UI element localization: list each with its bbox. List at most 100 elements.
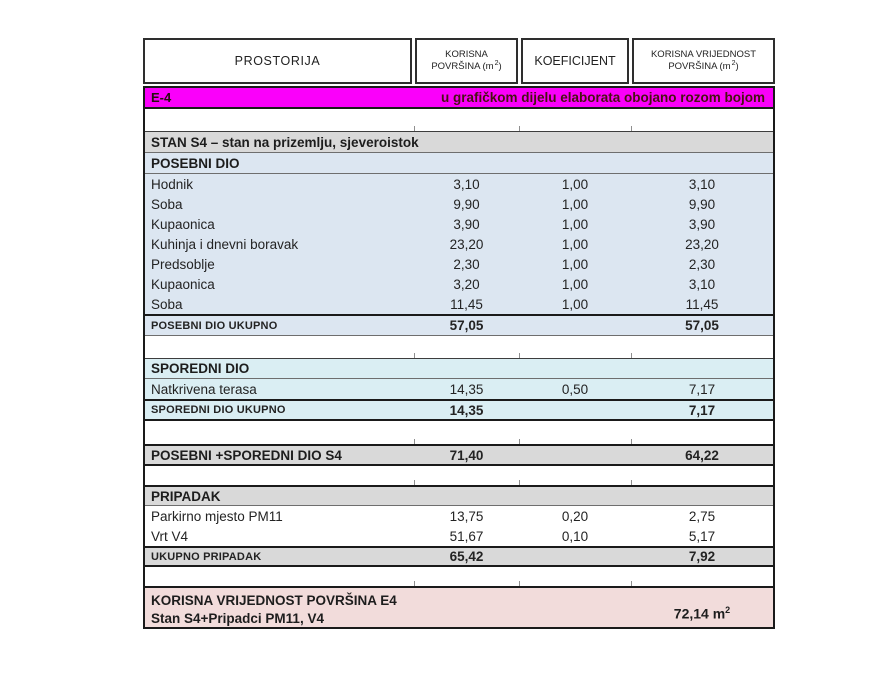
grid-tick <box>519 439 520 444</box>
coefficient-cell: 1,00 <box>561 216 589 232</box>
header-label: KOEFICIJENT <box>534 53 616 68</box>
value-cell: 3,10 <box>688 176 716 192</box>
header-label-line1: KORISNA VRIJEDNOST <box>650 49 757 61</box>
value-cell: 9,90 <box>688 196 716 212</box>
grid-tick <box>414 480 415 485</box>
total-value-cell: 7,17 <box>688 402 716 418</box>
coefficient-cell: 1,00 <box>561 256 589 272</box>
area-cell: 13,75 <box>449 508 484 524</box>
grid-tick <box>414 439 415 444</box>
section-title: PRIPADAK <box>151 488 221 504</box>
grid-tick <box>631 439 632 444</box>
pripadak-total-row: UKUPNO PRIPADAK 65,42 7,92 <box>145 546 773 567</box>
room-name-cell: Parkirno mjesto PM11 <box>151 508 283 524</box>
coefficient-cell: 0,10 <box>561 528 589 544</box>
grid-tick <box>631 581 632 586</box>
coefficient-cell: 1,00 <box>561 236 589 252</box>
sporedni-total-row: SPOREDNI DIO UKUPNO 14,35 7,17 <box>145 399 773 421</box>
table-row: Predsoblje 2,30 1,00 2,30 <box>145 254 773 274</box>
spacer-row <box>145 109 773 131</box>
grid-tick <box>519 480 520 485</box>
unit-code: E-4 <box>151 90 172 105</box>
area-cell: 3,20 <box>453 276 480 292</box>
total-value-cell: 64,22 <box>685 447 719 463</box>
room-name-cell: Vrt V4 <box>151 528 189 544</box>
posebni-total-row: POSEBNI DIO UKUPNO 57,05 57,05 <box>145 314 773 336</box>
room-name-cell: Hodnik <box>151 176 194 192</box>
value-cell: 2,75 <box>688 508 716 524</box>
room-name-cell: Kuhinja i dnevni boravak <box>151 236 299 252</box>
total-label: POSEBNI +SPOREDNI DIO S4 <box>151 447 342 463</box>
section-title: SPOREDNI DIO <box>151 361 250 376</box>
total-value-cell: 7,92 <box>688 549 716 564</box>
room-name-cell: Predsoblje <box>151 256 215 272</box>
final-subtitle: Stan S4+Pripadci PM11, V4 <box>151 611 324 626</box>
area-cell: 3,10 <box>453 176 480 192</box>
total-area-cell: 65,42 <box>449 549 484 564</box>
coefficient-cell: 0,50 <box>561 381 589 397</box>
room-name-cell: Soba <box>151 296 183 312</box>
room-name-cell: Kupaonica <box>151 216 215 232</box>
room-name-cell: Soba <box>151 196 183 212</box>
header-cell-prostorija: PROSTORIJA <box>143 38 412 84</box>
apartment-title-row: STAN S4 – stan na prizemlju, sjeveroisto… <box>145 131 773 153</box>
room-name-cell: Natkrivena terasa <box>151 381 257 397</box>
table-row: Vrt V4 51,67 0,10 5,17 <box>145 526 773 546</box>
header-label-line1: KORISNA <box>445 49 488 61</box>
grid-tick <box>631 480 632 485</box>
total-area-cell: 14,35 <box>449 402 484 418</box>
area-cell: 23,20 <box>449 236 484 252</box>
area-cell: 11,45 <box>450 296 483 312</box>
grid-tick <box>631 126 632 131</box>
grid-tick <box>519 581 520 586</box>
final-value-section: KORISNA VRIJEDNOST POVRŠINA E4 Stan S4+P… <box>145 586 773 629</box>
table-row: Kuhinja i dnevni boravak 23,20 1,00 23,2… <box>145 234 773 254</box>
grid-tick <box>519 126 520 131</box>
unit-color-note: u grafičkom dijelu elaborata obojano roz… <box>440 90 765 105</box>
table-row: Kupaonica 3,20 1,00 3,10 <box>145 274 773 294</box>
posebni-dio-header-row: POSEBNI DIO <box>145 153 773 174</box>
value-cell: 11,45 <box>685 296 719 312</box>
total-label: UKUPNO PRIPADAK <box>151 550 262 563</box>
table-row: Soba 9,90 1,00 9,90 <box>145 194 773 214</box>
table-row: Kupaonica 3,90 1,00 3,90 <box>145 214 773 234</box>
coefficient-cell: 1,00 <box>561 296 589 312</box>
total-label: POSEBNI DIO UKUPNO <box>151 319 278 332</box>
combined-total-row: POSEBNI +SPOREDNI DIO S4 71,40 64,22 <box>145 444 773 466</box>
total-label: SPOREDNI DIO UKUPNO <box>151 404 286 416</box>
total-area-cell: 57,05 <box>449 318 484 333</box>
coefficient-cell: 1,00 <box>561 176 589 192</box>
superscript-2: 2 <box>725 605 731 616</box>
value-cell: 5,17 <box>688 528 716 544</box>
grid-tick <box>519 353 520 358</box>
total-value-cell: 57,05 <box>685 318 719 333</box>
table-row: Soba 11,45 1,00 11,45 <box>145 294 773 314</box>
final-total-value: 72,14 m2 <box>673 605 731 622</box>
superscript-2: 2 <box>731 60 736 68</box>
unit-banner-row: E-4 u grafičkom dijelu elaborata obojano… <box>145 86 773 109</box>
area-cell: 2,30 <box>453 256 480 272</box>
header-label-line2: POVRŠINA (m2) <box>668 60 739 73</box>
header-label-line2: POVRŠINA (m2) <box>431 60 502 73</box>
grid-tick <box>631 353 632 358</box>
header-label: PROSTORIJA <box>234 53 321 68</box>
pripadak-header-row: PRIPADAK <box>145 485 773 506</box>
room-name-cell: Kupaonica <box>151 276 215 292</box>
spacer-row <box>145 336 773 358</box>
sporedni-dio-header-row: SPOREDNI DIO <box>145 358 773 379</box>
area-cell: 14,35 <box>449 381 484 397</box>
spacer-row <box>145 421 773 444</box>
area-cell: 51,67 <box>449 528 484 544</box>
total-area-cell: 71,40 <box>449 447 484 463</box>
table-header-row: PROSTORIJA KORISNA POVRŠINA (m2) KOEFICI… <box>143 38 775 84</box>
section-title: POSEBNI DIO <box>151 155 240 171</box>
header-cell-korisna-povrsina: KORISNA POVRŠINA (m2) <box>415 38 518 84</box>
grid-tick <box>414 126 415 131</box>
coefficient-cell: 1,00 <box>561 276 589 292</box>
spacer-row <box>145 466 773 485</box>
table-row: Parkirno mjesto PM11 13,75 0,20 2,75 <box>145 506 773 526</box>
value-cell: 3,10 <box>688 276 716 292</box>
value-cell: 3,90 <box>688 216 716 232</box>
table-row: Hodnik 3,10 1,00 3,10 <box>145 174 773 194</box>
